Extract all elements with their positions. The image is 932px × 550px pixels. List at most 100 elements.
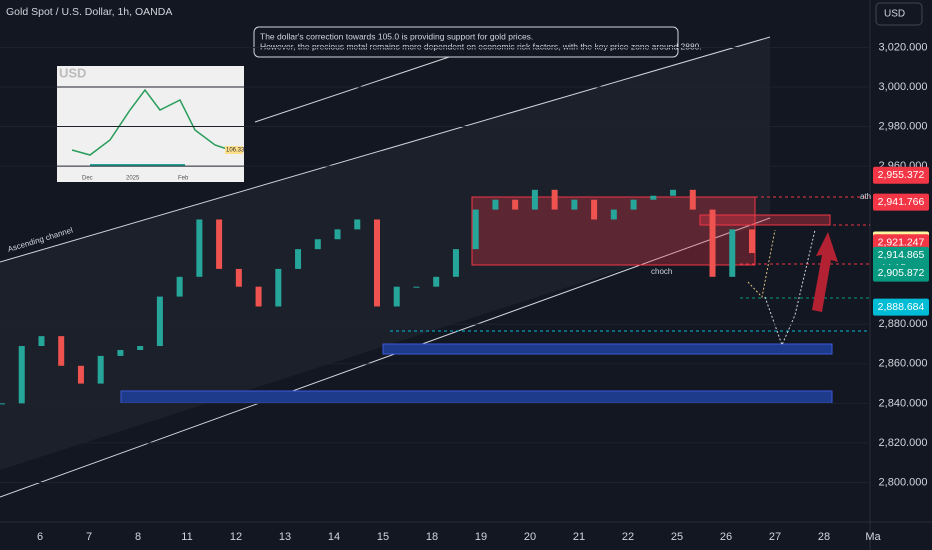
- candle: [472, 209, 479, 250]
- candle: [551, 189, 558, 210]
- x-tick-label: 8: [135, 531, 141, 543]
- x-tick-label: 7: [86, 531, 92, 543]
- candle: [374, 219, 380, 307]
- y-tick-label: 3,020.000: [879, 41, 928, 53]
- x-tick-label: 19: [475, 531, 487, 543]
- x-tick-label: 26: [720, 531, 732, 543]
- candle: [235, 268, 242, 287]
- title: Gold Spot / U.S. Dollar, 1h, OANDA: [6, 6, 172, 18]
- candle: [176, 276, 183, 297]
- ath-label: ath: [860, 192, 871, 201]
- x-tick-label: Ma: [865, 531, 881, 543]
- x-tick-label: 21: [573, 531, 585, 543]
- x-tick-label: 12: [230, 531, 242, 543]
- choch-label: choch: [651, 267, 672, 276]
- y-tick-label: 2,840.000: [879, 397, 928, 409]
- price-label: 2,905.872: [878, 267, 925, 279]
- candle: [749, 229, 755, 254]
- projection: [764, 229, 816, 347]
- x-tick-label: 18: [426, 531, 438, 543]
- candle: [393, 286, 400, 307]
- price-label-box: [873, 193, 929, 211]
- x-tick-label: 22: [622, 531, 634, 543]
- annotation: The dollar's correction towards 105.0 is…: [260, 31, 533, 41]
- candle: [571, 199, 578, 210]
- price-label: 2,941.766: [878, 196, 925, 208]
- x-tick-label: 28: [818, 531, 830, 543]
- price-label: 2,955.372: [878, 169, 925, 181]
- candle: [0, 403, 5, 405]
- inset-label: Feb: [178, 176, 189, 182]
- annotation-box: [253, 26, 679, 58]
- supply-zone: [699, 214, 831, 226]
- candle: [452, 249, 459, 277]
- inset-price: 106.33: [226, 148, 245, 154]
- x-tick-label: 13: [279, 531, 291, 543]
- candle: [591, 199, 598, 220]
- x-tick-label: 27: [769, 531, 781, 543]
- x-tick-label: 14: [328, 531, 340, 543]
- candle: [117, 349, 124, 356]
- candle: [38, 336, 45, 347]
- candle: [18, 346, 25, 404]
- candle: [295, 249, 302, 269]
- callout-line: [254, 49, 471, 123]
- y-tick-label: 2,820.000: [879, 437, 928, 449]
- arrow: [812, 232, 838, 312]
- x-tick-label: 20: [524, 531, 536, 543]
- candle: [413, 286, 420, 288]
- inset-label: Dec: [82, 176, 93, 182]
- candle: [58, 336, 65, 366]
- candle: [77, 365, 84, 384]
- price-label-box: [873, 264, 929, 282]
- demand-zone: [120, 390, 833, 404]
- price-label-box: [873, 298, 929, 316]
- candle: [354, 219, 361, 230]
- candle: [729, 229, 736, 277]
- x-tick-label: 6: [37, 531, 43, 543]
- price-label: 2,914.865: [878, 249, 925, 261]
- channel-line: [0, 36, 771, 263]
- candle: [512, 199, 519, 210]
- inset: [57, 66, 244, 182]
- x-tick-label: 11: [181, 531, 192, 543]
- x-tick-label: 15: [377, 531, 389, 543]
- candle: [334, 229, 341, 240]
- candle: [275, 268, 282, 307]
- candle: [709, 209, 716, 277]
- candle: [433, 276, 440, 287]
- annotation: However, the precious metal remains more…: [260, 41, 702, 51]
- candle: [531, 189, 538, 210]
- price-label: 2,921.247: [878, 236, 925, 248]
- y-tick-label: 2,880.000: [879, 318, 928, 330]
- currency-button-text[interactable]: USD: [884, 9, 905, 20]
- price-label: 2,888.684: [878, 301, 925, 313]
- y-tick-label: 2,860.000: [879, 358, 928, 370]
- candle: [156, 296, 163, 347]
- candle: [216, 219, 223, 269]
- inset-line: [71, 88, 231, 156]
- currency-button[interactable]: [875, 2, 923, 26]
- candle: [314, 239, 321, 250]
- projection: [747, 229, 776, 299]
- y-tick-label: 3,000.000: [879, 81, 928, 93]
- candle: [670, 189, 677, 196]
- candle: [630, 199, 637, 210]
- inset-label: 2025: [126, 176, 140, 182]
- candle: [650, 195, 657, 200]
- candle: [610, 209, 617, 220]
- y-tick-label: 2,980.000: [879, 120, 928, 132]
- inset-price-box: [225, 146, 243, 154]
- y-tick-label: 2,800.000: [879, 476, 928, 488]
- price-label-box: [873, 166, 929, 184]
- inset-title: USD: [59, 65, 86, 80]
- candle: [689, 189, 696, 210]
- channel-fill: [0, 37, 770, 470]
- candle: [97, 355, 104, 384]
- candle: [137, 346, 144, 350]
- candle: [255, 286, 262, 307]
- candle: [492, 199, 499, 210]
- x-tick-label: 25: [671, 531, 683, 543]
